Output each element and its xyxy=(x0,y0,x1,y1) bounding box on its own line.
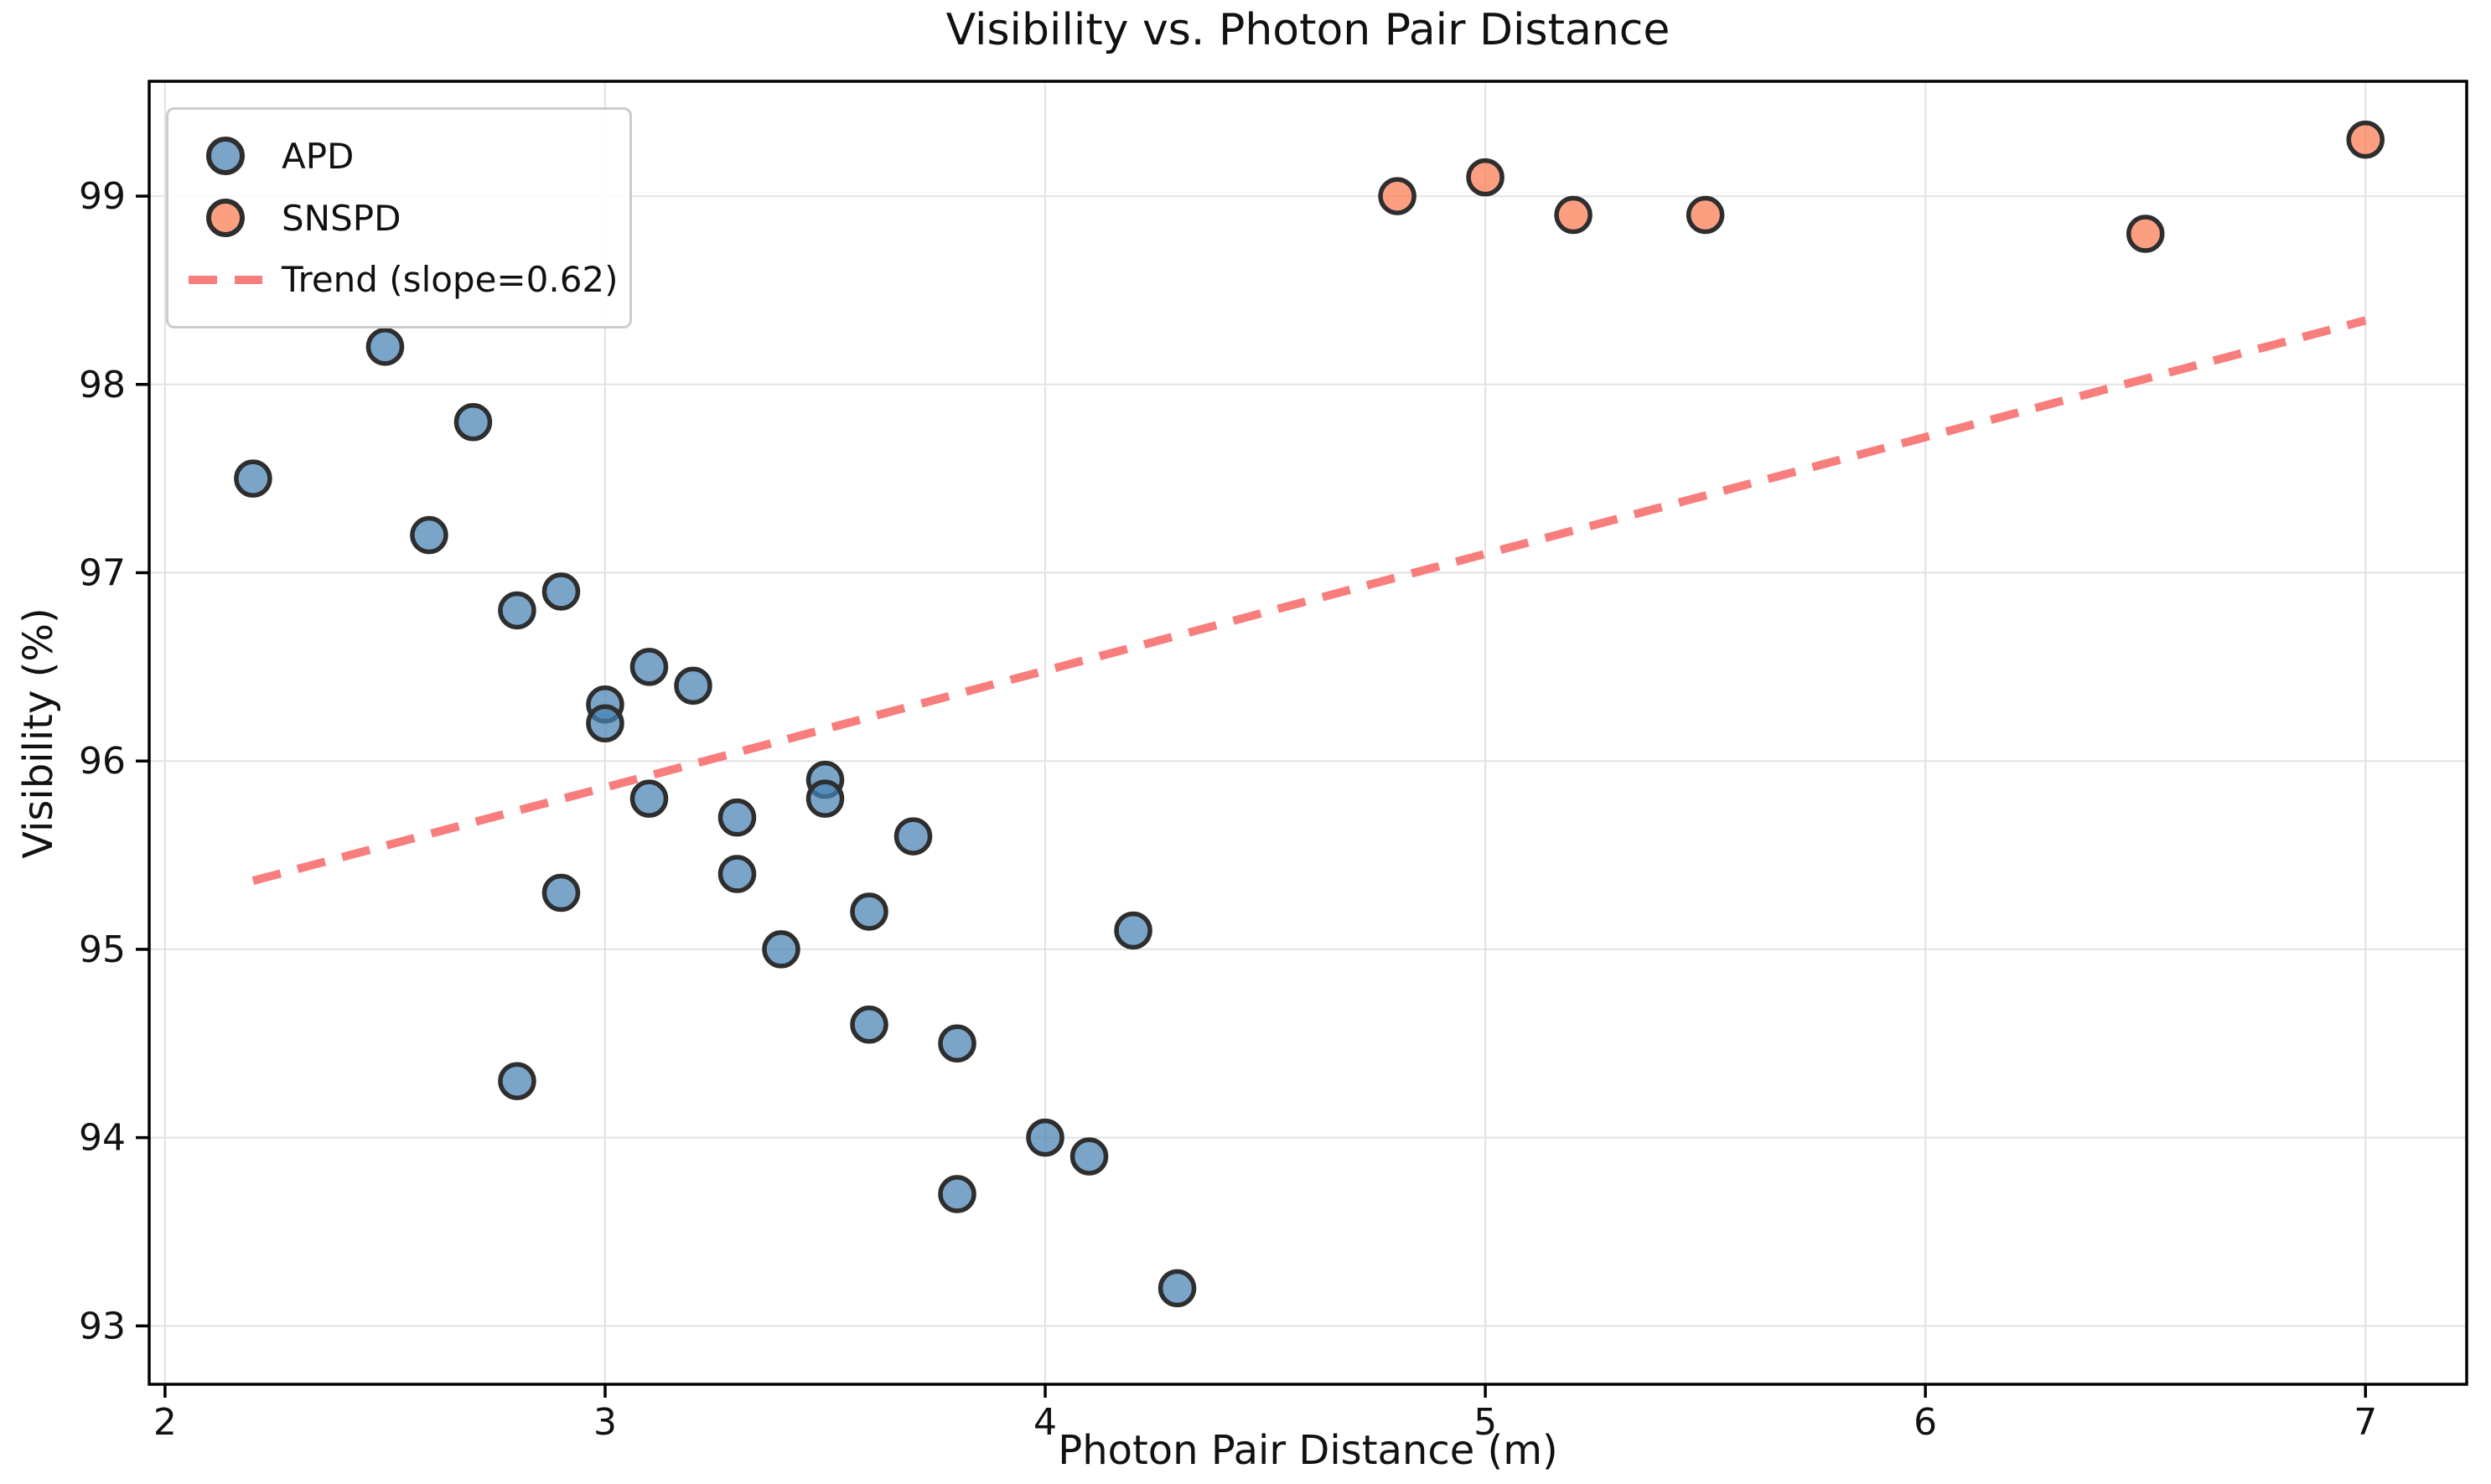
apd-point xyxy=(717,798,757,837)
legend-label-snspd: SNSPD xyxy=(282,197,401,239)
apd-point xyxy=(365,328,405,366)
x-axis-label: Photon Pair Distance (m) xyxy=(1058,1427,1558,1474)
apd-point xyxy=(1026,1118,1064,1157)
x-tick-label: 4 xyxy=(1033,1401,1057,1444)
apd-point xyxy=(541,873,581,913)
apd-point xyxy=(850,892,888,931)
x-tick-label: 6 xyxy=(1914,1401,1937,1444)
apd-point xyxy=(453,402,493,442)
apd-point xyxy=(938,1175,976,1213)
snspd-point xyxy=(1378,177,1416,215)
y-tick-label: 93 xyxy=(79,1305,126,1347)
y-tick-label: 98 xyxy=(79,364,126,406)
snspd-point xyxy=(1686,195,1725,235)
y-tick-label: 95 xyxy=(79,928,126,971)
apd-point xyxy=(938,1024,976,1063)
apd-point xyxy=(762,930,800,969)
x-tick-label: 5 xyxy=(1473,1401,1497,1444)
apd-point xyxy=(498,591,536,630)
snspd-point xyxy=(2126,215,2165,253)
trend-dash-swatch xyxy=(168,275,282,284)
trend-line xyxy=(251,316,2367,885)
axes-spines xyxy=(148,80,2468,1386)
apd-point xyxy=(850,1006,888,1044)
snspd-point xyxy=(1554,195,1592,235)
apd-point xyxy=(498,1062,536,1100)
apd-point xyxy=(1114,911,1152,950)
apd-point xyxy=(717,855,757,893)
apd-point xyxy=(1157,1269,1197,1308)
apd-point xyxy=(893,817,933,856)
apd-marker-swatch xyxy=(168,137,282,176)
x-tick-label: 3 xyxy=(593,1401,617,1444)
apd-point xyxy=(234,459,272,498)
x-tick-label: 7 xyxy=(2354,1401,2377,1444)
snspd-point xyxy=(2346,120,2385,159)
legend-item-snspd: SNSPD xyxy=(168,198,629,239)
apd-point xyxy=(674,666,712,706)
y-axis-label: Visibility (%) xyxy=(15,608,62,859)
chart-title: Visibility vs. Photon Pair Distance xyxy=(945,5,1670,55)
apd-point xyxy=(1069,1137,1109,1176)
y-tick-label: 97 xyxy=(79,551,126,594)
apd-point xyxy=(629,779,669,818)
legend-item-trend: Trend (slope=0.62) xyxy=(168,259,629,300)
snspd-point xyxy=(1466,158,1504,197)
x-tick-label: 2 xyxy=(153,1401,177,1444)
legend-box: APD SNSPD Trend (slope=0.62) xyxy=(166,107,632,328)
legend-item-apd: APD xyxy=(168,136,629,177)
y-tick-label: 94 xyxy=(79,1117,126,1160)
apd-point xyxy=(629,648,669,686)
snspd-marker-swatch xyxy=(168,199,282,237)
legend-label-trend: Trend (slope=0.62) xyxy=(282,259,619,301)
y-tick-label: 99 xyxy=(79,175,126,218)
apd-point xyxy=(410,515,448,555)
apd-point xyxy=(541,572,581,611)
y-tick-label: 96 xyxy=(79,740,126,783)
apd-point xyxy=(586,704,624,743)
legend-label-apd: APD xyxy=(282,135,355,177)
apd-point xyxy=(805,779,845,818)
